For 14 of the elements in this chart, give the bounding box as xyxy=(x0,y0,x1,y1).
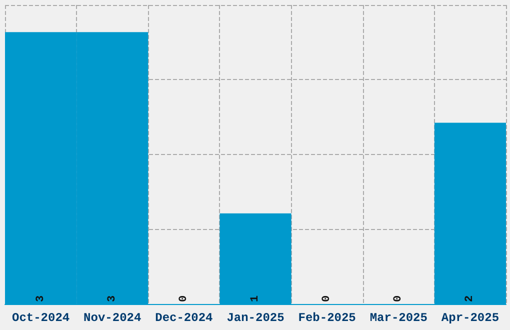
data-label: 0 xyxy=(392,295,405,302)
x-tick-label: Oct-2024 xyxy=(12,311,70,325)
data-label: 0 xyxy=(178,295,190,302)
x-tick-label: Feb-2025 xyxy=(298,311,356,325)
data-label: 2 xyxy=(464,295,476,302)
x-tick-label: Mar-2025 xyxy=(370,311,428,325)
x-tick-label: Jan-2025 xyxy=(226,311,284,325)
data-label: 3 xyxy=(106,295,118,302)
x-tick-label: Apr-2025 xyxy=(441,311,500,325)
x-tick-label: Nov-2024 xyxy=(84,311,142,325)
data-label: 1 xyxy=(250,295,262,302)
x-tick-label: Dec-2024 xyxy=(155,311,213,325)
data-label: 3 xyxy=(34,295,47,302)
data-label: 0 xyxy=(321,295,334,302)
